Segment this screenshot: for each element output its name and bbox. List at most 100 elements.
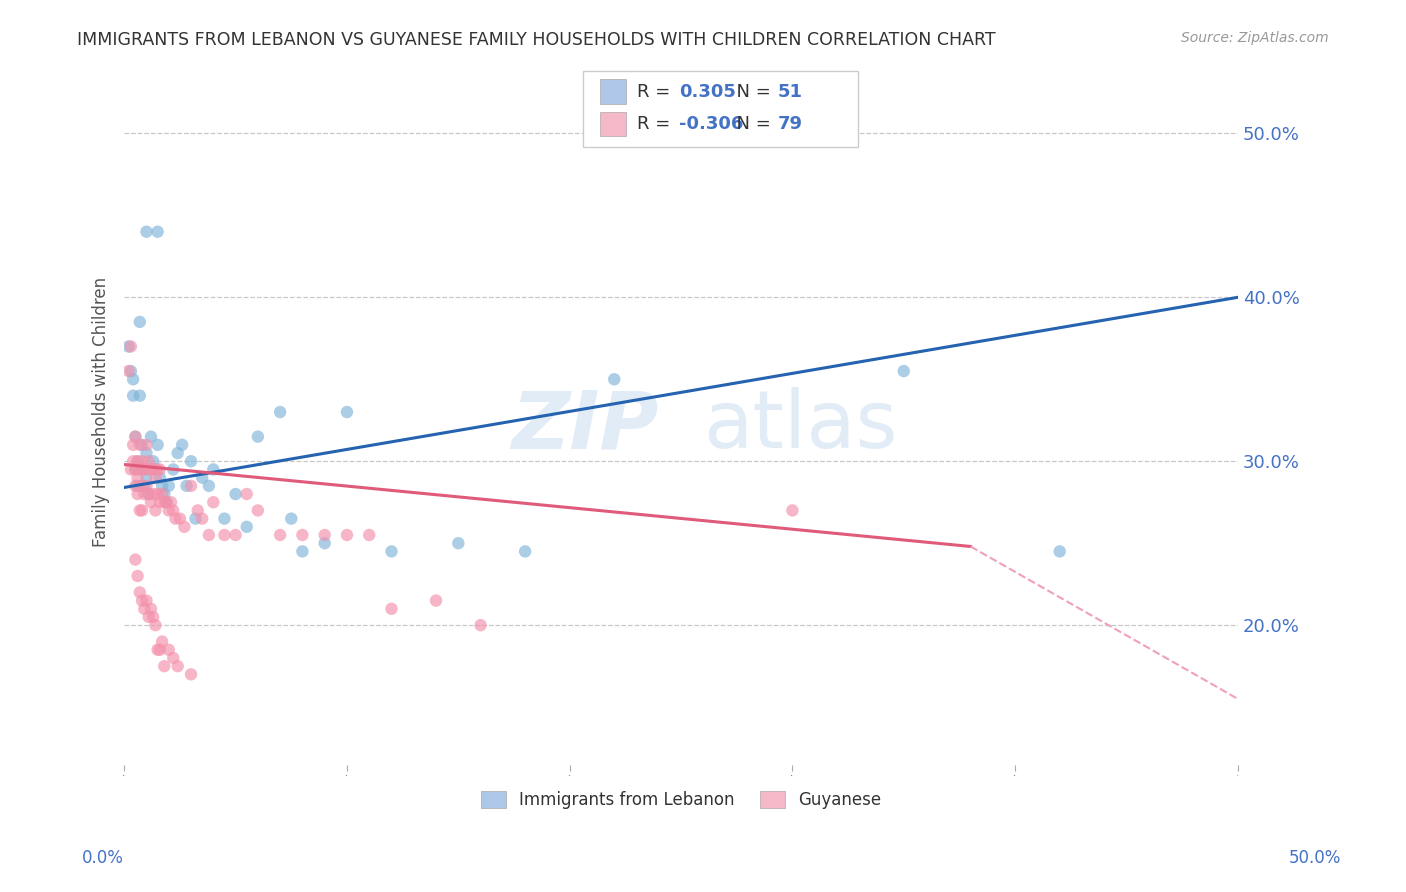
Text: 50.0%: 50.0% bbox=[1288, 849, 1341, 867]
Point bbox=[118, 339, 141, 353]
Point bbox=[173, 520, 195, 534]
Point bbox=[135, 470, 157, 484]
Point bbox=[169, 511, 191, 525]
Point bbox=[145, 462, 167, 476]
Point bbox=[135, 446, 157, 460]
Point bbox=[142, 610, 165, 624]
Point bbox=[134, 479, 156, 493]
Point bbox=[128, 315, 150, 329]
Point bbox=[225, 528, 247, 542]
Point bbox=[131, 503, 153, 517]
Text: 0.0%: 0.0% bbox=[82, 849, 124, 867]
Point bbox=[180, 454, 202, 468]
Point bbox=[150, 487, 173, 501]
Y-axis label: Family Households with Children: Family Households with Children bbox=[93, 277, 110, 547]
Point bbox=[202, 462, 225, 476]
Point bbox=[198, 528, 221, 542]
Point bbox=[127, 487, 149, 501]
Point bbox=[128, 585, 150, 599]
Point bbox=[314, 528, 336, 542]
Point bbox=[314, 536, 336, 550]
Point bbox=[120, 462, 142, 476]
Point bbox=[135, 225, 157, 239]
Point bbox=[124, 430, 146, 444]
Point bbox=[166, 659, 188, 673]
Point bbox=[122, 389, 145, 403]
Point bbox=[131, 454, 153, 468]
Point bbox=[149, 642, 172, 657]
Point bbox=[157, 642, 180, 657]
Point bbox=[131, 438, 153, 452]
Point bbox=[122, 438, 145, 452]
Point bbox=[127, 479, 149, 493]
Point bbox=[150, 634, 173, 648]
Point bbox=[135, 462, 157, 476]
Point bbox=[146, 487, 169, 501]
Point bbox=[153, 659, 176, 673]
Point bbox=[127, 470, 149, 484]
Point bbox=[425, 593, 447, 607]
Point bbox=[127, 454, 149, 468]
Text: R =: R = bbox=[637, 115, 676, 133]
Point bbox=[124, 462, 146, 476]
Point bbox=[128, 462, 150, 476]
Point bbox=[180, 667, 202, 681]
Point bbox=[139, 430, 162, 444]
Point bbox=[187, 503, 209, 517]
Text: atlas: atlas bbox=[703, 387, 897, 465]
Point bbox=[142, 454, 165, 468]
Point bbox=[291, 544, 314, 558]
Point bbox=[162, 651, 184, 665]
Point bbox=[246, 430, 269, 444]
Text: R =: R = bbox=[637, 83, 676, 101]
Point bbox=[513, 544, 536, 558]
Point bbox=[176, 479, 198, 493]
Point bbox=[138, 487, 160, 501]
Point bbox=[146, 438, 169, 452]
Point bbox=[124, 479, 146, 493]
Point bbox=[146, 462, 169, 476]
Point bbox=[128, 438, 150, 452]
Point bbox=[1049, 544, 1071, 558]
Text: N =: N = bbox=[725, 115, 778, 133]
Point bbox=[225, 487, 247, 501]
Point bbox=[214, 511, 236, 525]
Point bbox=[191, 470, 214, 484]
Point bbox=[214, 528, 236, 542]
Point bbox=[165, 511, 187, 525]
Point bbox=[145, 618, 167, 632]
Point bbox=[269, 405, 291, 419]
Point bbox=[172, 438, 194, 452]
Point bbox=[134, 462, 156, 476]
Point bbox=[782, 503, 804, 517]
Point bbox=[142, 487, 165, 501]
Point bbox=[160, 495, 183, 509]
Point bbox=[142, 462, 165, 476]
Point bbox=[155, 495, 177, 509]
Point bbox=[157, 503, 180, 517]
Point bbox=[139, 462, 162, 476]
Point bbox=[291, 528, 314, 542]
Text: IMMIGRANTS FROM LEBANON VS GUYANESE FAMILY HOUSEHOLDS WITH CHILDREN CORRELATION : IMMIGRANTS FROM LEBANON VS GUYANESE FAMI… bbox=[77, 31, 995, 49]
Point bbox=[131, 593, 153, 607]
Point bbox=[135, 438, 157, 452]
Point bbox=[153, 487, 176, 501]
Point bbox=[145, 503, 167, 517]
Point bbox=[120, 364, 142, 378]
Legend: Immigrants from Lebanon, Guyanese: Immigrants from Lebanon, Guyanese bbox=[474, 785, 887, 816]
Point bbox=[153, 495, 176, 509]
Point bbox=[162, 462, 184, 476]
Point bbox=[149, 495, 172, 509]
Point bbox=[134, 601, 156, 615]
Point bbox=[124, 462, 146, 476]
Point bbox=[149, 470, 172, 484]
Point bbox=[447, 536, 470, 550]
Point bbox=[128, 503, 150, 517]
Point bbox=[202, 495, 225, 509]
Point bbox=[359, 528, 381, 542]
Text: Source: ZipAtlas.com: Source: ZipAtlas.com bbox=[1181, 31, 1329, 45]
Point bbox=[138, 487, 160, 501]
Point bbox=[280, 511, 302, 525]
Point bbox=[235, 520, 257, 534]
Point bbox=[120, 339, 142, 353]
